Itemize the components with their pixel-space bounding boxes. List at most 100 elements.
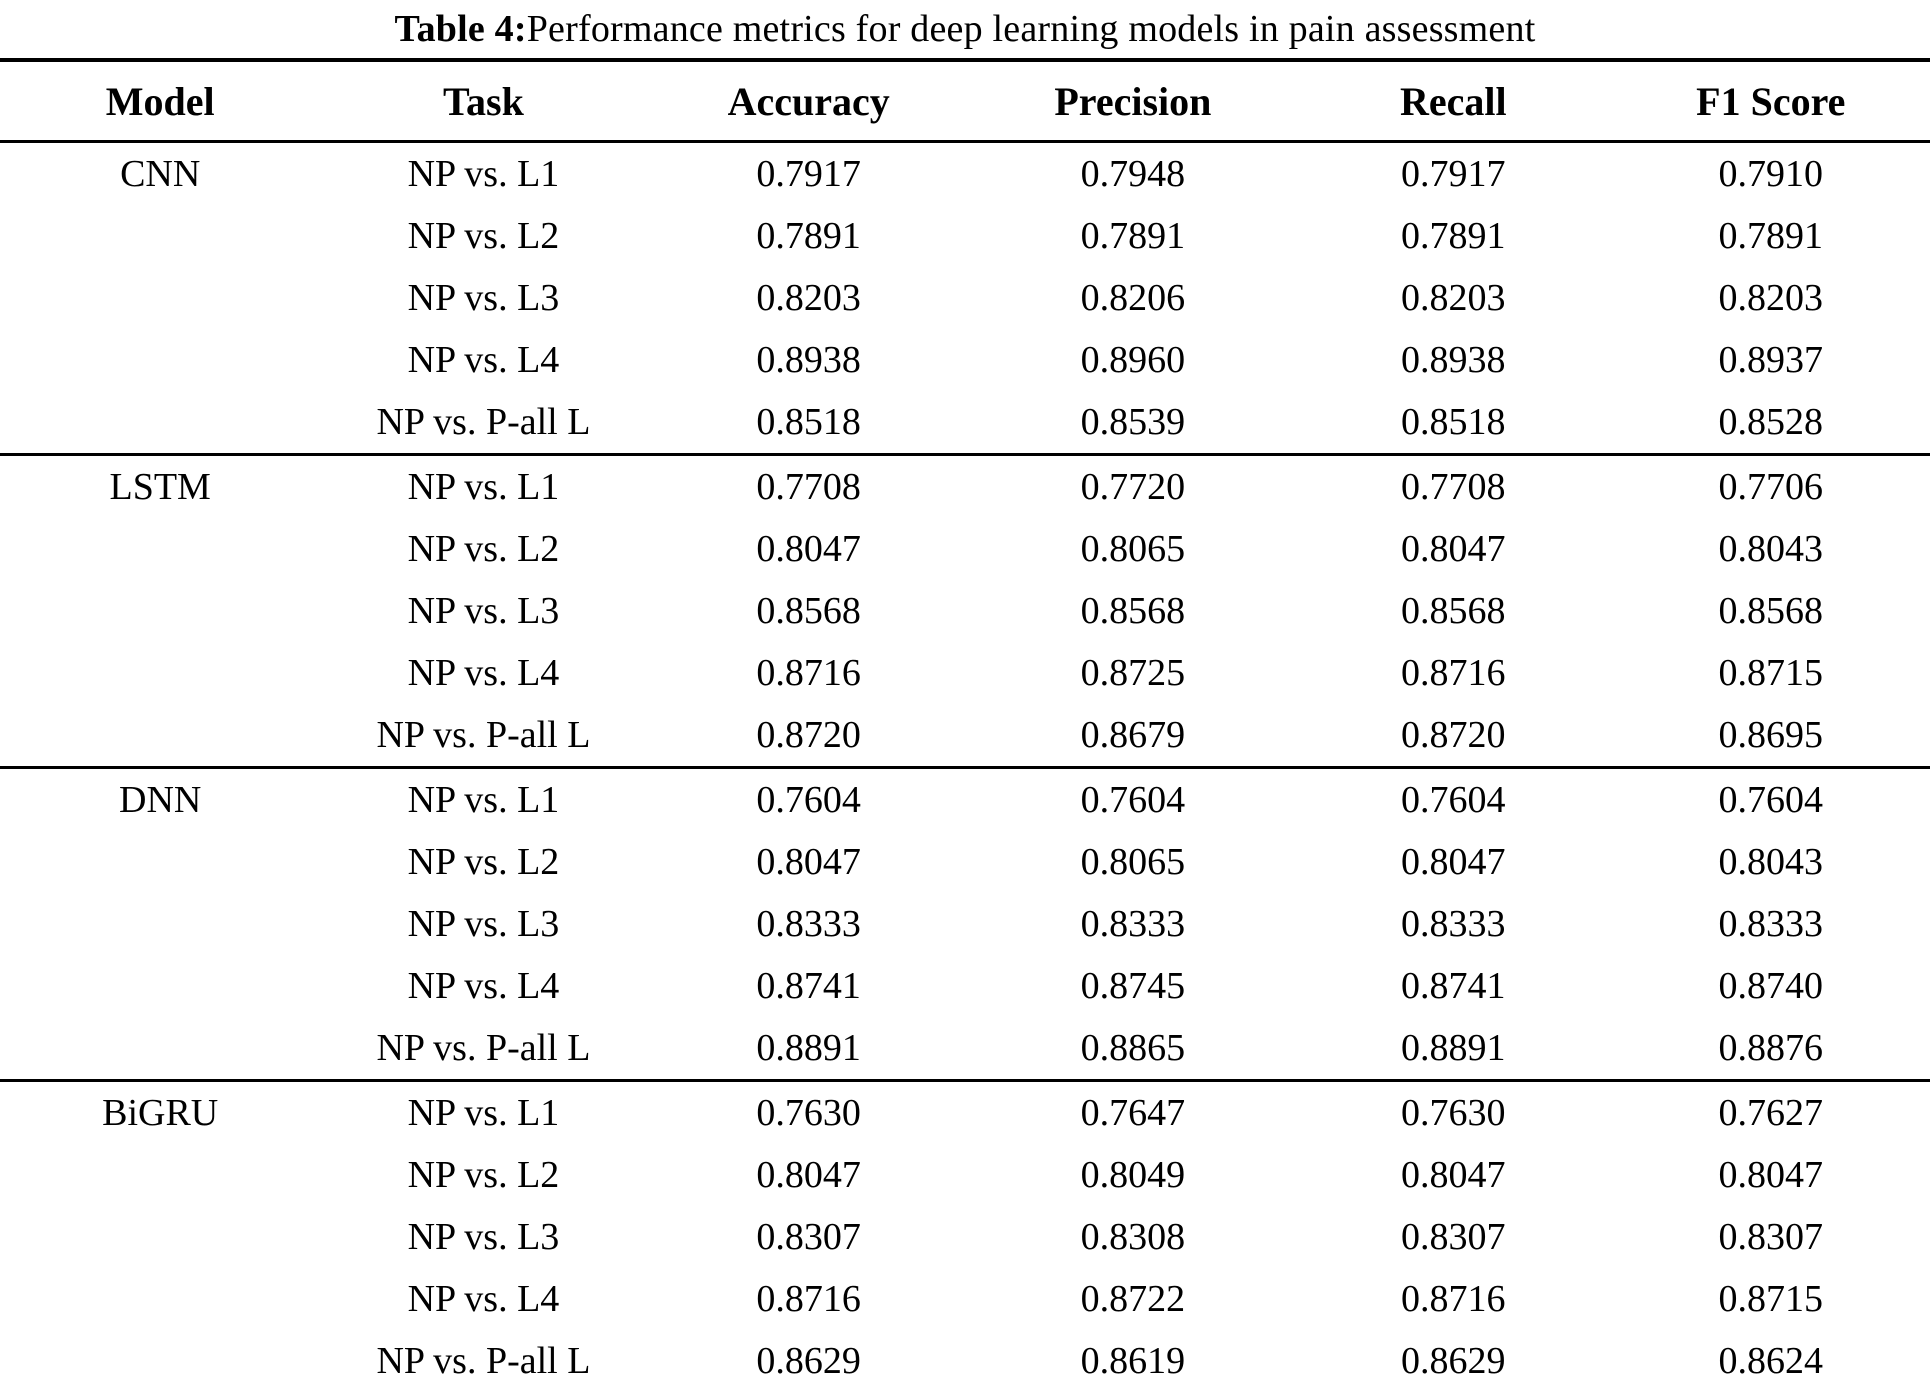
- accuracy-cell: 0.8047: [756, 528, 861, 570]
- precision-cell: 0.8960: [1080, 339, 1186, 381]
- accuracy-cell: 0.8938: [756, 339, 861, 381]
- model-cell: [0, 1206, 320, 1268]
- table-row: NP vs. P-all L 0.8629 0.8619 0.8629 0.8624: [0, 1330, 1930, 1392]
- metrics-table: Model Task Accuracy Precision Recall F1 …: [0, 58, 1930, 1392]
- recall-cell: 0.8307: [1401, 1216, 1506, 1258]
- accuracy-cell: 0.8203: [756, 277, 861, 319]
- table-row: NP vs. L3 0.8568 0.8568 0.8568 0.8568: [0, 580, 1930, 642]
- model-cell: [0, 205, 320, 267]
- model-cell: [0, 391, 320, 455]
- model-cell: [0, 267, 320, 329]
- recall-cell: 0.8203: [1401, 277, 1506, 319]
- accuracy-cell: 0.8741: [756, 965, 861, 1007]
- recall-cell: 0.8891: [1401, 1027, 1506, 1069]
- table-row: NP vs. L4 0.8716 0.8725 0.8716 0.8715: [0, 642, 1930, 704]
- table-body: CNN NP vs. L1 0.7917 0.7948 0.7917 0.7910 NP v…: [0, 142, 1930, 1392]
- model-cell: [0, 518, 320, 580]
- model-cell: LSTM: [0, 453, 321, 518]
- f1-score-cell: 0.8695: [1718, 714, 1824, 756]
- task-cell: NP vs. L1: [320, 766, 647, 831]
- f1-score-cell: 0.8043: [1718, 528, 1824, 570]
- accuracy-cell: 0.8568: [756, 590, 861, 632]
- task-cell: NP vs. L4: [407, 965, 560, 1007]
- task-cell: NP vs. L3: [407, 590, 560, 632]
- f1-score-cell: 0.8333: [1718, 903, 1824, 945]
- accuracy-cell: 0.7604: [646, 766, 971, 831]
- accuracy-cell: 0.7630: [646, 1079, 971, 1144]
- recall-cell: 0.7917: [1401, 153, 1506, 195]
- task-cell: NP vs. L2: [407, 215, 560, 257]
- accuracy-cell: 0.8518: [756, 401, 861, 443]
- recall-cell: 0.8518: [1401, 401, 1506, 443]
- precision-cell: 0.8049: [1080, 1154, 1186, 1196]
- f1-score-cell: 0.7891: [1718, 215, 1824, 257]
- precision-cell: 0.8333: [1080, 903, 1186, 945]
- model-cell: [0, 642, 320, 704]
- precision-cell: 0.8679: [1080, 714, 1186, 756]
- recall-cell: 0.7891: [1401, 215, 1506, 257]
- model-cell: [0, 1017, 320, 1081]
- precision-cell: 0.8206: [1080, 277, 1186, 319]
- accuracy-cell: 0.8891: [756, 1027, 861, 1069]
- accuracy-cell: 0.8720: [756, 714, 861, 756]
- table-row: BiGRU NP vs. L1 0.7630 0.7647 0.7630 0.7627: [0, 1079, 1930, 1144]
- precision-cell: 0.7948: [1080, 153, 1186, 195]
- column-header-recall: Recall: [1295, 60, 1612, 143]
- model-cell: [0, 580, 320, 642]
- table-caption-label: Table 4:: [394, 8, 527, 50]
- recall-cell: 0.8568: [1401, 590, 1506, 632]
- recall-cell: 0.7630: [1295, 1079, 1612, 1144]
- f1-score-cell: 0.7910: [1718, 153, 1824, 195]
- task-cell: NP vs. L3: [407, 1216, 560, 1258]
- table-caption-text: Performance metrics for deep learning mo…: [526, 8, 1536, 50]
- table-caption: Table 4: Performance metrics for deep le…: [0, 0, 1930, 58]
- table-row: NP vs. L2 0.8047 0.8065 0.8047 0.8043: [0, 518, 1930, 580]
- model-cell: [0, 955, 320, 1017]
- f1-score-cell: 0.8876: [1718, 1027, 1824, 1069]
- precision-cell: 0.8065: [1080, 841, 1186, 883]
- recall-cell: 0.8333: [1401, 903, 1506, 945]
- table-row: NP vs. L3 0.8307 0.8308 0.8307 0.8307: [0, 1206, 1930, 1268]
- precision-cell: 0.8865: [1080, 1027, 1186, 1069]
- recall-cell: 0.8741: [1401, 965, 1506, 1007]
- table-row: NP vs. L4 0.8716 0.8722 0.8716 0.8715: [0, 1268, 1930, 1330]
- accuracy-cell: 0.8047: [756, 1154, 861, 1196]
- table-header: Model Task Accuracy Precision Recall F1 …: [0, 60, 1930, 143]
- model-cell: [0, 1144, 320, 1206]
- precision-cell: 0.8568: [1080, 590, 1186, 632]
- column-header-f1-score: F1 Score: [1611, 60, 1930, 143]
- task-cell: NP vs. P-all L: [376, 1027, 591, 1069]
- f1-score-cell: 0.8307: [1718, 1216, 1824, 1258]
- recall-cell: 0.8047: [1401, 1154, 1506, 1196]
- accuracy-cell: 0.8047: [756, 841, 861, 883]
- model-cell: BiGRU: [0, 1079, 321, 1144]
- f1-score-cell: 0.8203: [1718, 277, 1824, 319]
- table-row: NP vs. L4 0.8938 0.8960 0.8938 0.8937: [0, 329, 1930, 391]
- table-row: NP vs. L4 0.8741 0.8745 0.8741 0.8740: [0, 955, 1930, 1017]
- accuracy-cell: 0.8333: [756, 903, 861, 945]
- recall-cell: 0.7604: [1295, 766, 1612, 831]
- accuracy-cell: 0.7917: [756, 153, 861, 195]
- precision-cell: 0.7604: [970, 766, 1295, 831]
- task-cell: NP vs. L4: [407, 1278, 560, 1320]
- table-row: NP vs. L2 0.8047 0.8065 0.8047 0.8043: [0, 831, 1930, 893]
- model-cell: DNN: [0, 766, 321, 831]
- table-row: NP vs. P-all L 0.8518 0.8539 0.8518 0.8528: [0, 391, 1930, 455]
- recall-cell: 0.8629: [1401, 1340, 1506, 1382]
- table-row: CNN NP vs. L1 0.7917 0.7948 0.7917 0.7910: [0, 142, 1930, 206]
- recall-cell: 0.7708: [1295, 453, 1612, 518]
- task-cell: NP vs. L3: [407, 903, 560, 945]
- precision-cell: 0.7647: [970, 1079, 1295, 1144]
- accuracy-cell: 0.8307: [756, 1216, 861, 1258]
- accuracy-cell: 0.7891: [756, 215, 861, 257]
- f1-score-cell: 0.8528: [1718, 401, 1824, 443]
- task-cell: NP vs. L1: [320, 453, 647, 518]
- table-row: NP vs. P-all L 0.8891 0.8865 0.8891 0.8876: [0, 1017, 1930, 1081]
- task-cell: NP vs. L2: [407, 528, 560, 570]
- task-cell: NP vs. L4: [407, 339, 560, 381]
- accuracy-cell: 0.8629: [756, 1340, 861, 1382]
- f1-score-cell: 0.8937: [1718, 339, 1824, 381]
- precision-cell: 0.7720: [970, 453, 1295, 518]
- header-row: Model Task Accuracy Precision Recall F1 …: [0, 60, 1930, 143]
